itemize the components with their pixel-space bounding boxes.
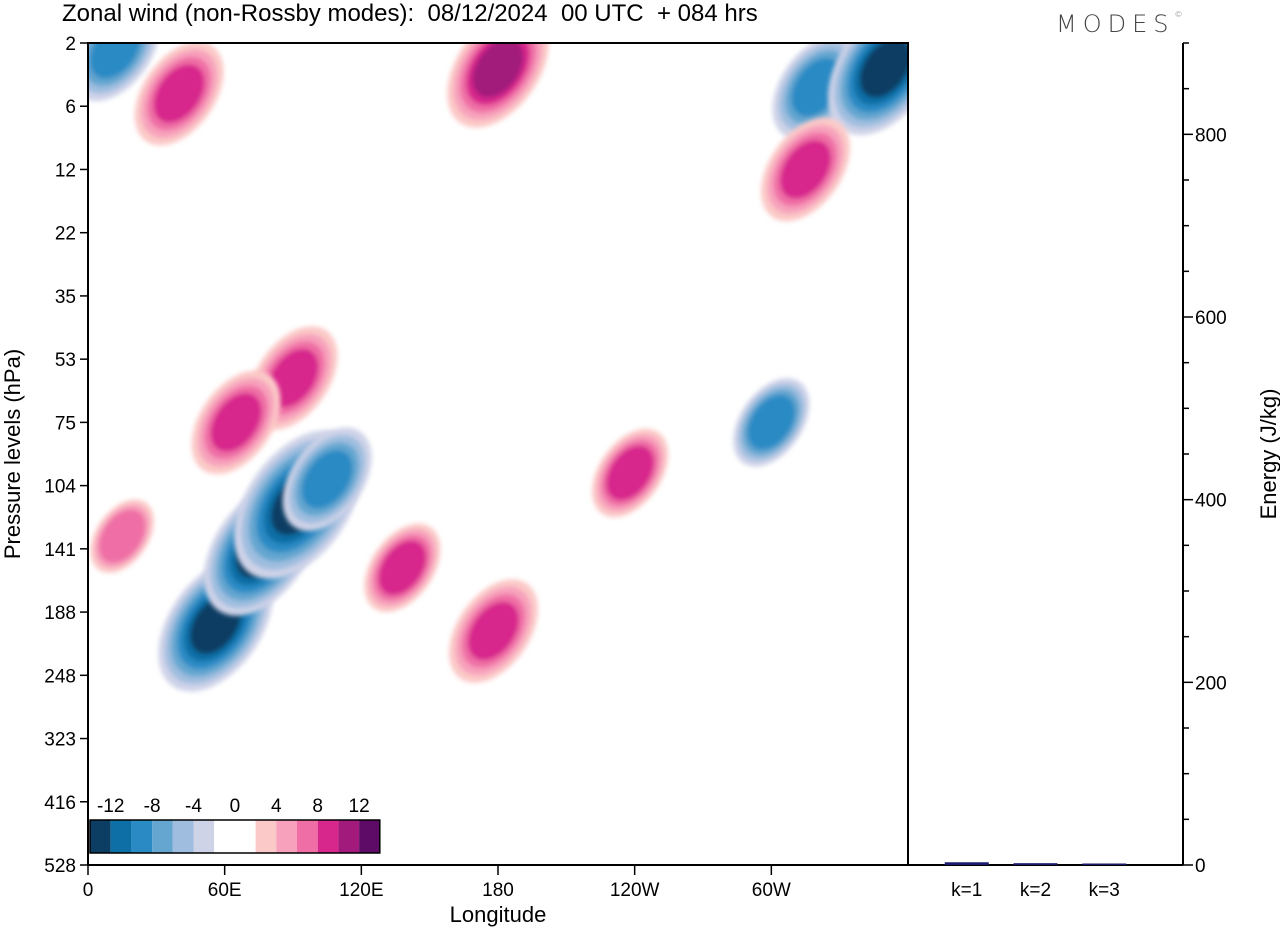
wind-contour: [859, 43, 908, 98]
y-tick-label: 104: [44, 477, 76, 498]
wind-feature-7: [88, 43, 160, 102]
x-tick-label: 60W: [752, 880, 791, 901]
y-tick-label: 12: [55, 160, 76, 181]
wind-contour: [780, 140, 831, 199]
colorbar-swatch: [172, 820, 194, 853]
y-tick-label: 323: [44, 730, 76, 751]
colorbar-swatch: [152, 820, 173, 853]
wind-feature-8: [134, 43, 224, 146]
colorbar-label: 4: [271, 796, 282, 817]
wind-contour: [468, 601, 519, 661]
wind-feature-11: [448, 579, 538, 683]
y-tick-label: 6: [65, 97, 76, 118]
longitude-axis: 0 60E 120E 180 120W 60W: [83, 865, 791, 901]
wind-feature-15: [592, 428, 669, 518]
colorbar-swatch: [234, 820, 256, 853]
energy-bar: [944, 862, 989, 865]
y-axis-title: Pressure levels (hPa): [0, 349, 25, 559]
y-tick-label: 528: [44, 856, 76, 877]
energy-bar: [1013, 863, 1058, 865]
modes-logo: MODES©: [1056, 10, 1182, 38]
wind-feature-10: [191, 370, 281, 475]
colorbar-swatch: [297, 820, 318, 853]
colorbar-frame: [89, 819, 381, 854]
y-tick-label: 75: [55, 413, 76, 434]
wind-feature-13: [447, 43, 549, 128]
chart-title: Zonal wind (non-Rossby modes): 08/12/202…: [62, 0, 758, 27]
wind-feature-4: [733, 378, 810, 467]
colorbar-label: -4: [185, 796, 202, 817]
y-tick-label: 2: [65, 34, 76, 55]
logo-mark: ©: [1174, 10, 1183, 19]
colorbar-swatch: [255, 820, 277, 853]
colorbar: -12 -8 -4 0 4 8 12: [89, 796, 381, 854]
colorbar-label: 8: [312, 796, 323, 817]
x-tick-label: 180: [482, 880, 514, 901]
colorbar-label: 12: [349, 796, 370, 817]
y-tick-label: 22: [55, 224, 76, 245]
colorbar-swatch: [317, 820, 339, 853]
energy-tick-label: 200: [1195, 673, 1227, 694]
colorbar-swatch: [276, 820, 297, 853]
y-tick-label: 53: [55, 350, 76, 371]
wind-feature-16: [90, 499, 154, 573]
wind-contour: [606, 445, 654, 501]
y-tick-label: 248: [44, 666, 76, 687]
wind-contour: [301, 450, 353, 509]
x-tick-label: 120W: [610, 880, 660, 901]
colorbar-swatch: [214, 820, 235, 853]
wind-feature-12: [364, 523, 441, 613]
energy-tick-label: 800: [1195, 125, 1227, 146]
x-tick-label: 60E: [208, 880, 242, 901]
colorbar-swatch: [359, 820, 380, 853]
colorbar-swatch: [338, 820, 360, 853]
energy-bar-chart: 0 200 400 600 800 k=1 k=2 k=3: [908, 42, 1227, 901]
y-tick-label: 188: [44, 603, 76, 624]
y-tick-label: 141: [44, 540, 76, 561]
x-axis-title: Longitude: [450, 902, 547, 927]
pressure-axis: 2 6 12 22 35 53 75 104 141 188 248 323 416 528: [44, 34, 88, 877]
heatmap-field: [88, 43, 908, 692]
energy-tick-label: 0: [1195, 856, 1206, 877]
colorbar-swatch: [131, 820, 153, 853]
x-tick-label: 120E: [339, 880, 383, 901]
x-tick-label: 0: [83, 880, 94, 901]
energy-category-label: k=3: [1089, 880, 1120, 901]
wind-feature-14: [761, 117, 850, 222]
colorbar-label: -12: [97, 796, 124, 817]
energy-category-label: k=1: [951, 880, 982, 901]
wind-contour: [153, 64, 205, 123]
energy-tick-label: 600: [1195, 308, 1227, 329]
energy-category-label: k=2: [1020, 880, 1051, 901]
colorbar-swatch: [193, 820, 215, 853]
energy-bar: [1082, 863, 1127, 865]
wind-contour: [267, 348, 319, 408]
wind-contour: [210, 393, 262, 452]
wind-contour: [89, 43, 141, 79]
wind-feature-3: [282, 427, 372, 532]
energy-tick-label: 400: [1195, 491, 1227, 512]
colorbar-swatch: [90, 820, 111, 853]
logo-text: MODES: [1056, 10, 1175, 38]
energy-axis-title: Energy (J/kg): [1256, 389, 1280, 520]
colorbar-swatch: [110, 820, 132, 853]
y-tick-label: 35: [55, 287, 76, 308]
colorbar-label: -8: [144, 796, 161, 817]
wind-contour: [472, 43, 524, 98]
wind-contour: [98, 509, 146, 563]
wind-contour: [378, 540, 427, 596]
y-tick-label: 416: [44, 793, 76, 814]
colorbar-label: 0: [230, 796, 241, 817]
wind-contour: [747, 395, 796, 450]
